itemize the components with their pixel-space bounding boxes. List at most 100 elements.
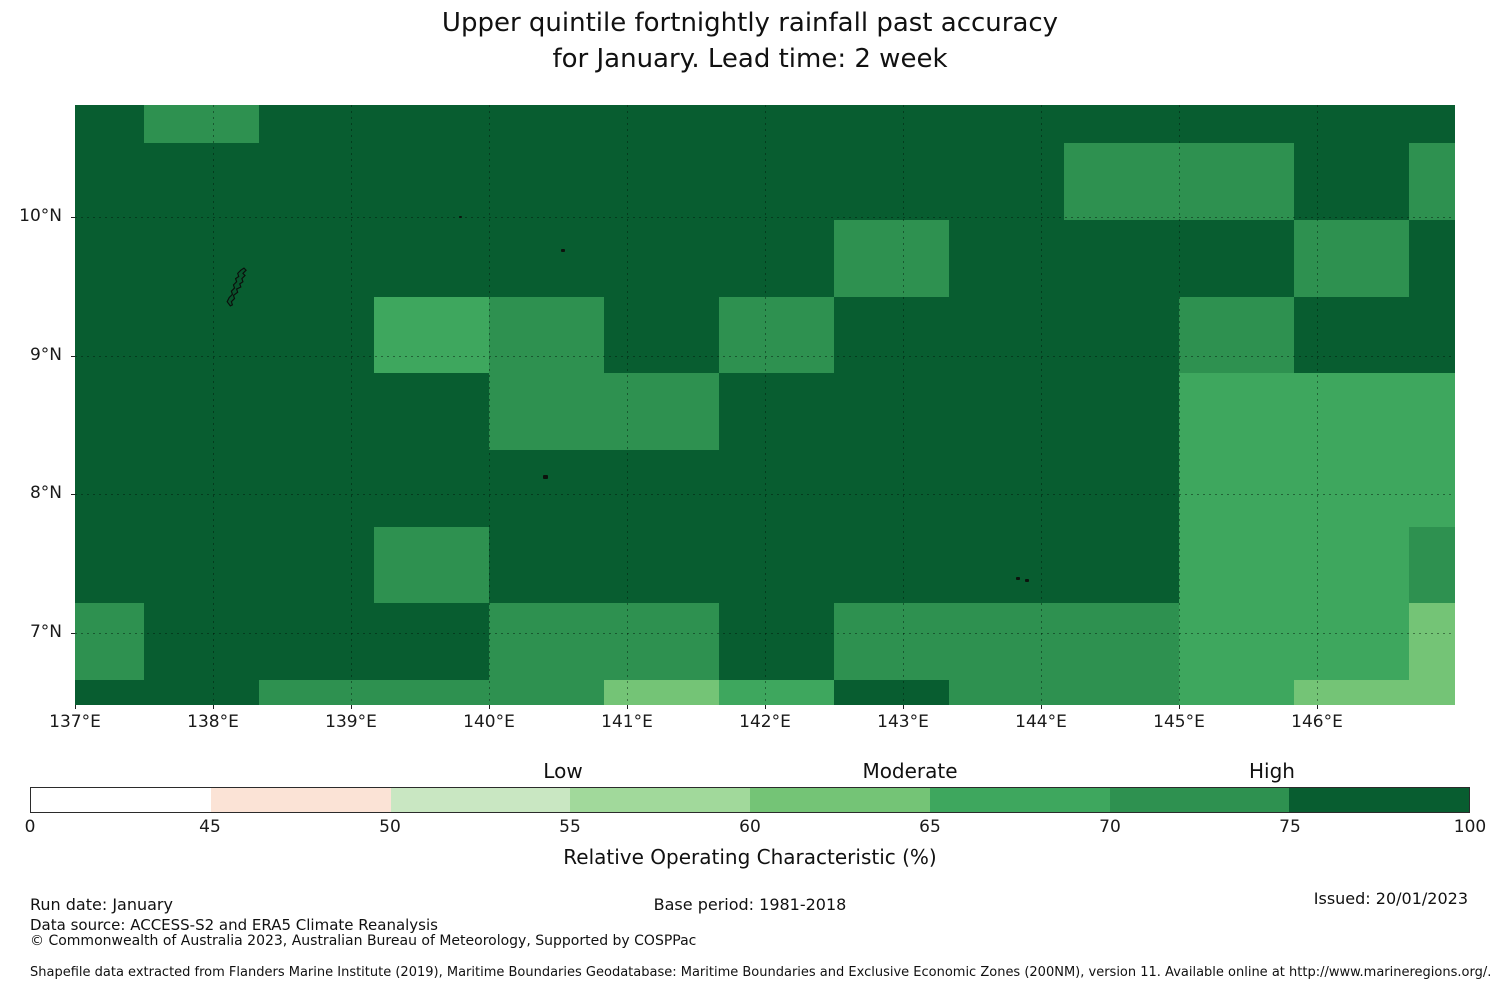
palau-island-outline	[216, 266, 252, 308]
heatmap-cell-r2c10	[1179, 220, 1294, 297]
heatmap-cell-r7c11	[1294, 603, 1409, 680]
heatmap-cell-r7c3	[374, 603, 489, 680]
heatmap-cell-r4c9	[1064, 373, 1179, 450]
heatmap-cell-r2c0	[75, 220, 144, 297]
y-axis-tickmark-7°N	[71, 633, 75, 634]
colorbar-segment-75-100	[1289, 788, 1469, 812]
heatmap-cell-r0c10	[1179, 105, 1294, 143]
x-axis-tickmark-142°E	[765, 705, 766, 709]
heatmap-cell-r8c10	[1179, 680, 1294, 705]
colorbar-tick-70: 70	[1099, 817, 1121, 837]
heatmap-cell-r6c5	[604, 527, 719, 603]
heatmap-cell-r8c11	[1294, 680, 1409, 705]
latitude-gridline-10°N	[75, 217, 1455, 218]
colorbar-tick-55: 55	[559, 817, 581, 837]
colorbar-band-label-high: High	[1249, 759, 1295, 783]
longitude-gridline-139°E	[351, 105, 352, 705]
heatmap-cell-r2c3	[374, 220, 489, 297]
data-source-text: Data source: ACCESS-S2 and ERA5 Climate …	[30, 916, 438, 934]
longitude-gridline-138°E	[213, 105, 214, 705]
heatmap-cell-r7c9	[1064, 603, 1179, 680]
longitude-gridline-144°E	[1041, 105, 1042, 705]
colorbar-band-label-low: Low	[543, 759, 583, 783]
heatmap-cell-r7c6	[719, 603, 834, 680]
heatmap-cell-r5c4	[489, 450, 604, 527]
y-axis-tickmark-9°N	[71, 356, 75, 357]
heatmap-cell-r7c12	[1409, 603, 1455, 680]
heatmap-cell-r3c9	[1064, 297, 1179, 373]
x-axis-tickmark-137°E	[75, 705, 76, 709]
heatmap-cell-r7c8	[949, 603, 1064, 680]
island-mark-2	[543, 475, 548, 479]
colorbar-segment-55-60	[570, 788, 750, 812]
heatmap-cell-r6c8	[949, 527, 1064, 603]
heatmap-cell-r3c0	[75, 297, 144, 373]
x-axis-tickmark-140°E	[489, 705, 490, 709]
longitude-gridline-141°E	[627, 105, 628, 705]
longitude-gridline-145°E	[1179, 105, 1180, 705]
heatmap-cell-r4c10	[1179, 373, 1294, 450]
colorbar-tick-100: 100	[1453, 817, 1487, 837]
heatmap-cell-r2c8	[949, 220, 1064, 297]
longitude-gridline-140°E	[489, 105, 490, 705]
heatmap-cell-r8c1	[144, 680, 259, 705]
chart-title-line1: Upper quintile fortnightly rainfall past…	[441, 8, 1059, 38]
heatmap-cell-r4c7	[834, 373, 949, 450]
heatmap-cell-r6c11	[1294, 527, 1409, 603]
heatmap-cell-r6c4	[489, 527, 604, 603]
heatmap-cell-r0c5	[604, 105, 719, 143]
colorbar-tick-50: 50	[379, 817, 401, 837]
x-axis-tickmark-146°E	[1317, 705, 1318, 709]
heatmap-cell-r7c2	[259, 603, 374, 680]
colorbar-tick-75: 75	[1279, 817, 1301, 837]
heatmap-cell-r3c10	[1179, 297, 1294, 373]
colorbar-segment-0-45	[31, 788, 211, 812]
heatmap-cell-r3c8	[949, 297, 1064, 373]
heatmap-cell-r4c3	[374, 373, 489, 450]
heatmap-cell-r5c12	[1409, 450, 1455, 527]
heatmap-cell-r1c10	[1179, 143, 1294, 220]
heatmap-cell-r3c1	[144, 297, 259, 373]
colorbar-segment-65-70	[929, 788, 1110, 812]
colorbar-tick-0: 0	[24, 817, 36, 837]
heatmap-cell-r1c8	[949, 143, 1064, 220]
longitude-gridline-142°E	[765, 105, 766, 705]
chart-title-line2: for January. Lead time: 2 week	[552, 44, 948, 74]
x-axis-tickmark-139°E	[351, 705, 352, 709]
x-axis-label-143°E: 143°E	[877, 712, 929, 732]
colorbar	[30, 787, 1470, 813]
heatmap-cell-r1c1	[144, 143, 259, 220]
heatmap-cell-r5c9	[1064, 450, 1179, 527]
heatmap-cell-r6c3	[374, 527, 489, 603]
map-area	[75, 105, 1455, 705]
y-axis-label-10°N: 10°N	[19, 206, 62, 226]
heatmap-cell-r2c12	[1409, 220, 1455, 297]
heatmap-cell-r2c6	[719, 220, 834, 297]
heatmap-cell-r3c12	[1409, 297, 1455, 373]
y-axis-label-7°N: 7°N	[29, 622, 62, 642]
heatmap-cell-r7c10	[1179, 603, 1294, 680]
heatmap-cell-r2c7	[834, 220, 949, 297]
heatmap-cell-r5c7	[834, 450, 949, 527]
heatmap-cell-r8c2	[259, 680, 374, 705]
heatmap-cell-r5c8	[949, 450, 1064, 527]
colorbar-segment-60-65	[750, 788, 930, 812]
heatmap-cell-r0c0	[75, 105, 144, 143]
heatmap-cell-r6c10	[1179, 527, 1294, 603]
heatmap-cell-r5c11	[1294, 450, 1409, 527]
heatmap-cell-r4c4	[489, 373, 604, 450]
heatmap-cell-r5c1	[144, 450, 259, 527]
heatmap-cell-r3c3	[374, 297, 489, 373]
copyright-text: © Commonwealth of Australia 2023, Austra…	[30, 933, 697, 949]
colorbar-tick-60: 60	[739, 817, 761, 837]
heatmap-cell-r8c7	[834, 680, 949, 705]
latitude-gridline-8°N	[75, 494, 1455, 495]
latitude-gridline-7°N	[75, 633, 1455, 634]
island-mark-3	[1016, 577, 1020, 580]
heatmap-cell-r0c8	[949, 105, 1064, 143]
heatmap-cell-r8c12	[1409, 680, 1455, 705]
heatmap-cell-r1c9	[1064, 143, 1179, 220]
heatmap-cell-r8c5	[604, 680, 719, 705]
heatmap-cell-r4c12	[1409, 373, 1455, 450]
